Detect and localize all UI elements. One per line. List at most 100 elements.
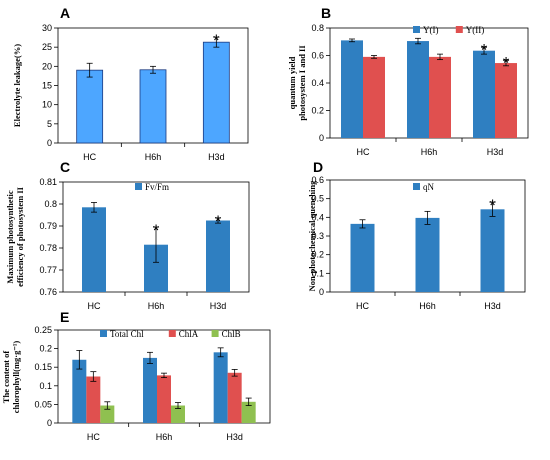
y-tick-label: 0.77 <box>39 265 57 275</box>
bar <box>86 376 101 423</box>
y-tick-label: 0 <box>319 287 324 297</box>
significance-marker: * <box>489 196 496 215</box>
y-axis-label: Electrolyte leakage(%) <box>12 44 22 127</box>
y-tick-label: 0 <box>47 138 52 148</box>
y-tick-label: 5 <box>47 119 52 129</box>
y-tick-label: 0.8 <box>311 23 324 33</box>
bar <box>100 405 115 423</box>
y-tick-label: 0.05 <box>34 399 52 409</box>
panel-label: A <box>60 5 70 21</box>
bar <box>213 352 228 423</box>
y-tick-label: 0.3 <box>311 231 324 241</box>
y-tick-label: 0 <box>319 133 324 143</box>
legend-swatch <box>168 330 176 337</box>
significance-marker: * <box>481 40 488 59</box>
significance-marker: * <box>153 221 160 240</box>
y-axis-label-line: efficiency of photosystem II <box>15 186 25 287</box>
bar <box>72 359 87 423</box>
y-tick-label: 0.76 <box>39 287 57 297</box>
y-tick-label: 0.5 <box>311 194 324 204</box>
bar <box>206 220 230 292</box>
x-category-label: HC <box>83 152 96 162</box>
legend-entry: ChlA <box>179 329 199 339</box>
panel-label: B <box>321 5 331 21</box>
x-category-label: HC <box>88 301 101 311</box>
bar <box>415 217 440 292</box>
y-tick-label: 0.6 <box>311 51 324 61</box>
y-tick-label: 0.6 <box>311 175 324 185</box>
panel-label: E <box>60 309 69 325</box>
x-category-label: H3d <box>210 301 227 311</box>
panel-a: A 0 5 10 15 20 25 30 Electrolyte leakage(%) HC H6h… <box>12 5 249 162</box>
legend-swatch <box>211 330 219 337</box>
legend-swatch <box>413 183 420 190</box>
y-tick-label: 0.78 <box>39 243 57 253</box>
bar <box>363 56 385 138</box>
legend-entry: qN <box>423 182 435 192</box>
bar <box>227 372 242 423</box>
y-tick-label: 0.4 <box>311 212 324 222</box>
y-tick-label: 0 <box>47 418 52 428</box>
y-axis-label-line: Non-photochemical quenching <box>307 180 317 291</box>
y-tick-label: 0.25 <box>34 325 52 335</box>
panel-label: D <box>313 159 323 175</box>
y-tick-label: 0.2 <box>311 106 324 116</box>
x-category-label: HC <box>87 432 100 442</box>
x-category-label: H6h <box>156 432 173 442</box>
y-tick-label: 0.1 <box>311 268 324 278</box>
y-axis-label-line: chlorophyll(mg·g⁻¹) <box>11 341 21 414</box>
panel-label: C <box>60 159 70 175</box>
bar <box>82 207 106 292</box>
bar <box>495 63 517 138</box>
x-category-label: H6h <box>145 152 162 162</box>
bar <box>139 69 167 144</box>
y-axis-label: Non-photochemical quenching <box>307 180 317 291</box>
bar <box>407 41 429 138</box>
bar <box>171 405 185 423</box>
y-tick-label: 0.2 <box>39 344 52 354</box>
y-tick-label: 20 <box>42 61 52 71</box>
panel-e: E 0 0.05 0.1 0.15 0.2 0.25 The content of chloro… <box>1 309 271 442</box>
bar <box>76 69 104 144</box>
x-category-label: H6h <box>419 301 436 311</box>
y-axis-label-line: quantum yield <box>287 56 297 109</box>
bar <box>341 40 363 138</box>
significance-marker: * <box>503 53 510 72</box>
legend-entry: Y(II) <box>466 25 485 35</box>
y-axis-label-line: Maximum photosynthetic <box>5 190 15 283</box>
legend-swatch <box>413 26 420 33</box>
x-category-label: H3d <box>487 147 504 157</box>
x-category-label: H6h <box>148 301 165 311</box>
y-tick-label: 0.81 <box>39 177 57 187</box>
y-tick-label: 15 <box>42 81 52 91</box>
bar <box>350 223 375 292</box>
x-category-label: H6h <box>421 147 438 157</box>
panel-c: C 0.76 0.77 0.78 0.79 0.8 0.81 Maximum photosyn… <box>5 159 250 311</box>
significance-marker: * <box>215 212 222 231</box>
y-axis-label: The content of chlorophyll(mg·g⁻¹) <box>1 341 21 414</box>
legend-entry: ChlB <box>222 329 241 339</box>
bar <box>157 375 171 423</box>
y-axis-label: quantum yield photosystem I and II <box>287 45 307 121</box>
x-category-label: H3d <box>484 301 501 311</box>
bar <box>429 56 451 138</box>
x-category-label: HC <box>356 301 369 311</box>
y-tick-label: 30 <box>42 23 52 33</box>
bar <box>473 50 495 138</box>
y-tick-label: 0.2 <box>311 250 324 260</box>
x-category-label: HC <box>357 147 370 157</box>
y-tick-label: 10 <box>42 100 52 110</box>
legend-entry: Fv/Fm <box>145 182 169 192</box>
legend-swatch <box>455 26 463 33</box>
y-axis-label: Maximum photosynthetic efficiency of phot… <box>5 186 25 287</box>
bar <box>480 209 505 292</box>
bar <box>202 41 230 144</box>
x-category-label: H3d <box>226 432 243 442</box>
y-tick-label: 0.79 <box>39 221 57 231</box>
legend-swatch <box>100 330 107 337</box>
legend-entry: Total Chl <box>110 329 144 339</box>
y-axis-label-line: Electrolyte leakage(%) <box>12 44 22 127</box>
y-tick-label: 0.15 <box>34 362 52 372</box>
